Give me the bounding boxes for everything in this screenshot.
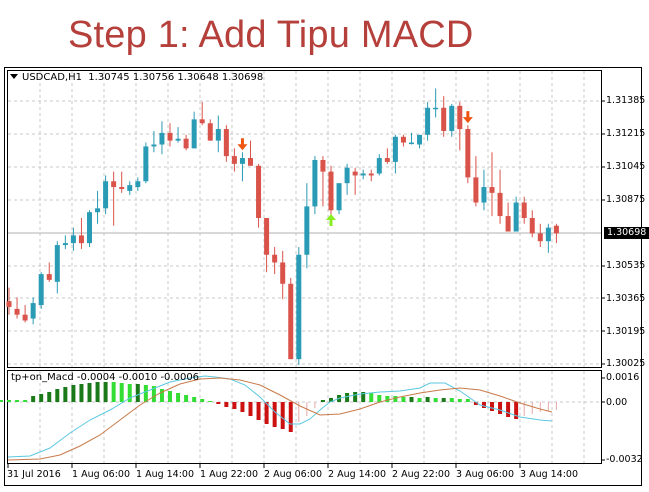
price-label: 1.30365 — [606, 293, 646, 304]
macd-panel[interactable] — [7, 370, 602, 464]
time-label: 3 Aug 14:00 — [520, 469, 579, 480]
page-title: Step 1: Add Tipu MACD — [68, 14, 474, 56]
time-label: 2 Aug 22:00 — [392, 469, 451, 480]
price-panel[interactable] — [7, 70, 602, 368]
price-label: 1.31385 — [606, 95, 646, 106]
chart-header: USDCAD,H1 1.30745 1.30756 1.30648 1.3069… — [10, 72, 263, 83]
macd-axis-label: -0.0032 — [606, 454, 643, 465]
time-label: 1 Aug 06:00 — [72, 469, 131, 480]
time-label: 2 Aug 14:00 — [328, 469, 387, 480]
price-label: 1.30535 — [606, 260, 646, 271]
macd-axis-label: 0.00 — [606, 397, 628, 408]
price-label: 1.31045 — [606, 161, 646, 172]
time-label: 2 Aug 06:00 — [264, 469, 323, 480]
dropdown-triangle-icon[interactable] — [10, 74, 18, 79]
price-label: 1.30195 — [606, 326, 646, 337]
current-price-label: 1.30698 — [604, 227, 649, 239]
macd-indicator-label: tp+on_Macd -0.0004 -0.0010 -0.0006 — [11, 372, 200, 383]
price-label: 1.31215 — [606, 128, 646, 139]
time-label: 31 Jul 2016 — [7, 469, 61, 480]
time-label: 3 Aug 06:00 — [456, 469, 515, 480]
time-label: 1 Aug 22:00 — [200, 469, 259, 480]
price-label: 1.30025 — [606, 358, 646, 369]
macd-axis-label: 0.0016 — [606, 372, 640, 383]
time-label: 1 Aug 14:00 — [136, 469, 195, 480]
chart-header-text: USDCAD,H1 1.30745 1.30756 1.30648 1.3069… — [22, 72, 264, 83]
chart-window — [4, 67, 642, 486]
price-label: 1.30875 — [606, 194, 646, 205]
